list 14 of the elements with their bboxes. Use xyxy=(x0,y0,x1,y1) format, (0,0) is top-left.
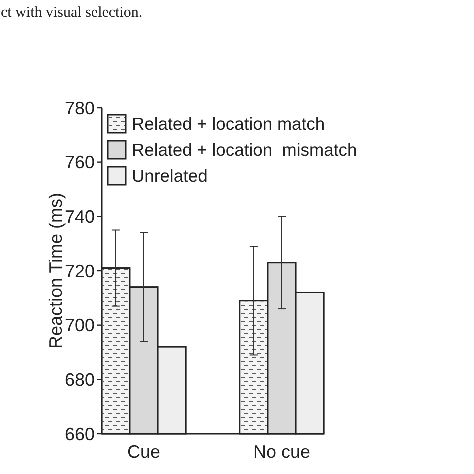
legend-label: Related + location mismatch xyxy=(132,140,358,160)
y-tick-label: 680 xyxy=(64,370,95,390)
x-tick-label: No cue xyxy=(253,442,311,462)
y-tick-label: 720 xyxy=(64,261,95,282)
y-tick-label: 660 xyxy=(64,424,95,444)
y-tick-label: 700 xyxy=(64,316,95,336)
y-tick-label: 780 xyxy=(64,98,95,118)
y-tick-label: 760 xyxy=(64,152,95,173)
legend-label: Unrelated xyxy=(132,166,208,186)
x-tick-label: Cue xyxy=(127,442,161,462)
y-tick-label: 740 xyxy=(64,206,95,227)
y-axis-title: Reaction Time (ms) xyxy=(46,192,66,350)
legend-label: Related + location match xyxy=(132,114,326,134)
text: ct with visual selection. xyxy=(1,5,143,21)
